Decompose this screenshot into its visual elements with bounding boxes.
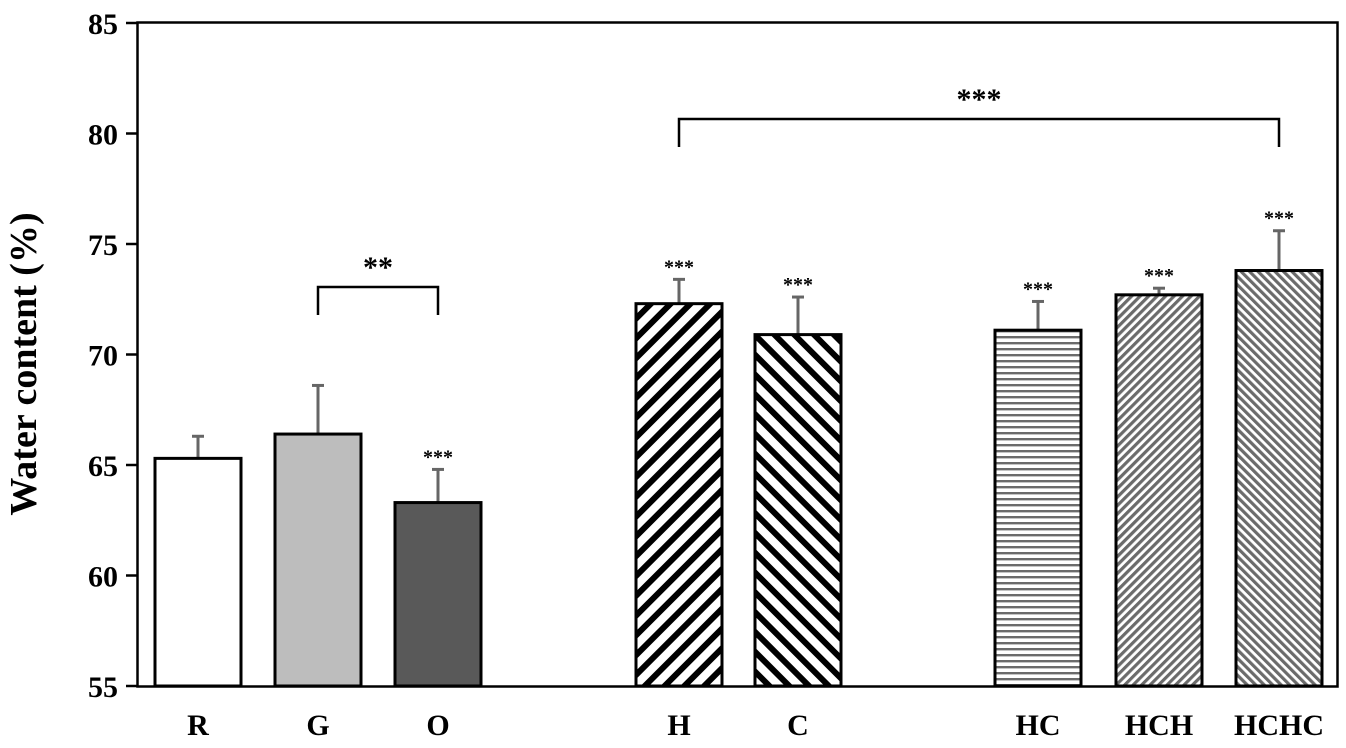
significance-bracket — [677, 117, 1281, 147]
y-tick-label: 65 — [88, 450, 118, 483]
x-tick-label: R — [187, 709, 209, 742]
x-tick-label: H — [667, 709, 690, 742]
bar-c — [753, 333, 843, 688]
y-tick-label: 60 — [88, 561, 118, 594]
significance-label: *** — [1144, 265, 1174, 287]
significance-label: *** — [783, 274, 813, 296]
x-tick-label: G — [306, 709, 329, 742]
significance-brackets: ***** — [316, 83, 1281, 315]
significance-label: *** — [664, 256, 694, 278]
y-axis: 55 60 65 70 75 80 85 — [88, 8, 138, 704]
bar-o — [393, 501, 483, 688]
x-axis-labels: R G O H C HC HCH HCHC — [187, 709, 1324, 742]
y-tick-label: 70 — [88, 340, 118, 373]
bar-hc — [993, 328, 1083, 688]
x-tick-label: HCHC — [1234, 709, 1324, 742]
bar-r — [153, 456, 243, 688]
significance-label: *** — [1264, 208, 1294, 230]
y-axis-title: Water content (%) — [3, 212, 45, 515]
y-tick-label: 75 — [88, 229, 118, 262]
bar-series: *** *** *** *** *** *** — [153, 208, 1324, 688]
significance-label: *** — [423, 446, 453, 468]
y-tick-label: 55 — [88, 671, 118, 704]
bar-h — [634, 302, 724, 688]
significance-label: *** — [1023, 278, 1053, 300]
y-tick-label: 80 — [88, 119, 118, 152]
x-tick-label: HCH — [1125, 709, 1193, 742]
bar-hch — [1114, 293, 1204, 688]
y-tick-label: 85 — [88, 8, 118, 41]
bracket-label: ** — [363, 251, 393, 284]
x-tick-label: HC — [1016, 709, 1061, 742]
bar-hchc — [1234, 269, 1324, 688]
significance-bracket — [316, 285, 440, 315]
bar-g — [273, 432, 363, 688]
x-tick-label: O — [426, 709, 449, 742]
bracket-label: *** — [957, 83, 1002, 116]
x-tick-label: C — [787, 709, 809, 742]
